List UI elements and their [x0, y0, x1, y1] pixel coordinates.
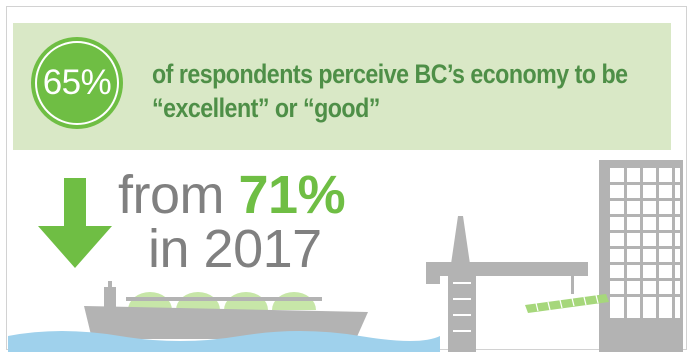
- steel-beam-icon: [525, 294, 609, 313]
- from-previous-text: from 71%: [118, 165, 346, 225]
- crane-icon: [426, 216, 588, 352]
- water-icon: [8, 331, 440, 352]
- building-icon: [599, 160, 683, 352]
- stat-text-line-2: “excellent” or “good”: [152, 93, 380, 123]
- from-word: from: [118, 165, 225, 225]
- stat-text-line-1: of respondents perceive BC’s economy to …: [152, 59, 628, 89]
- tanker-ship-icon: [84, 281, 368, 339]
- year-text: in 2017: [148, 219, 322, 279]
- previous-percent: 71%: [238, 165, 346, 225]
- percent-circle: 65%: [31, 37, 123, 129]
- down-arrow-icon: [38, 178, 112, 268]
